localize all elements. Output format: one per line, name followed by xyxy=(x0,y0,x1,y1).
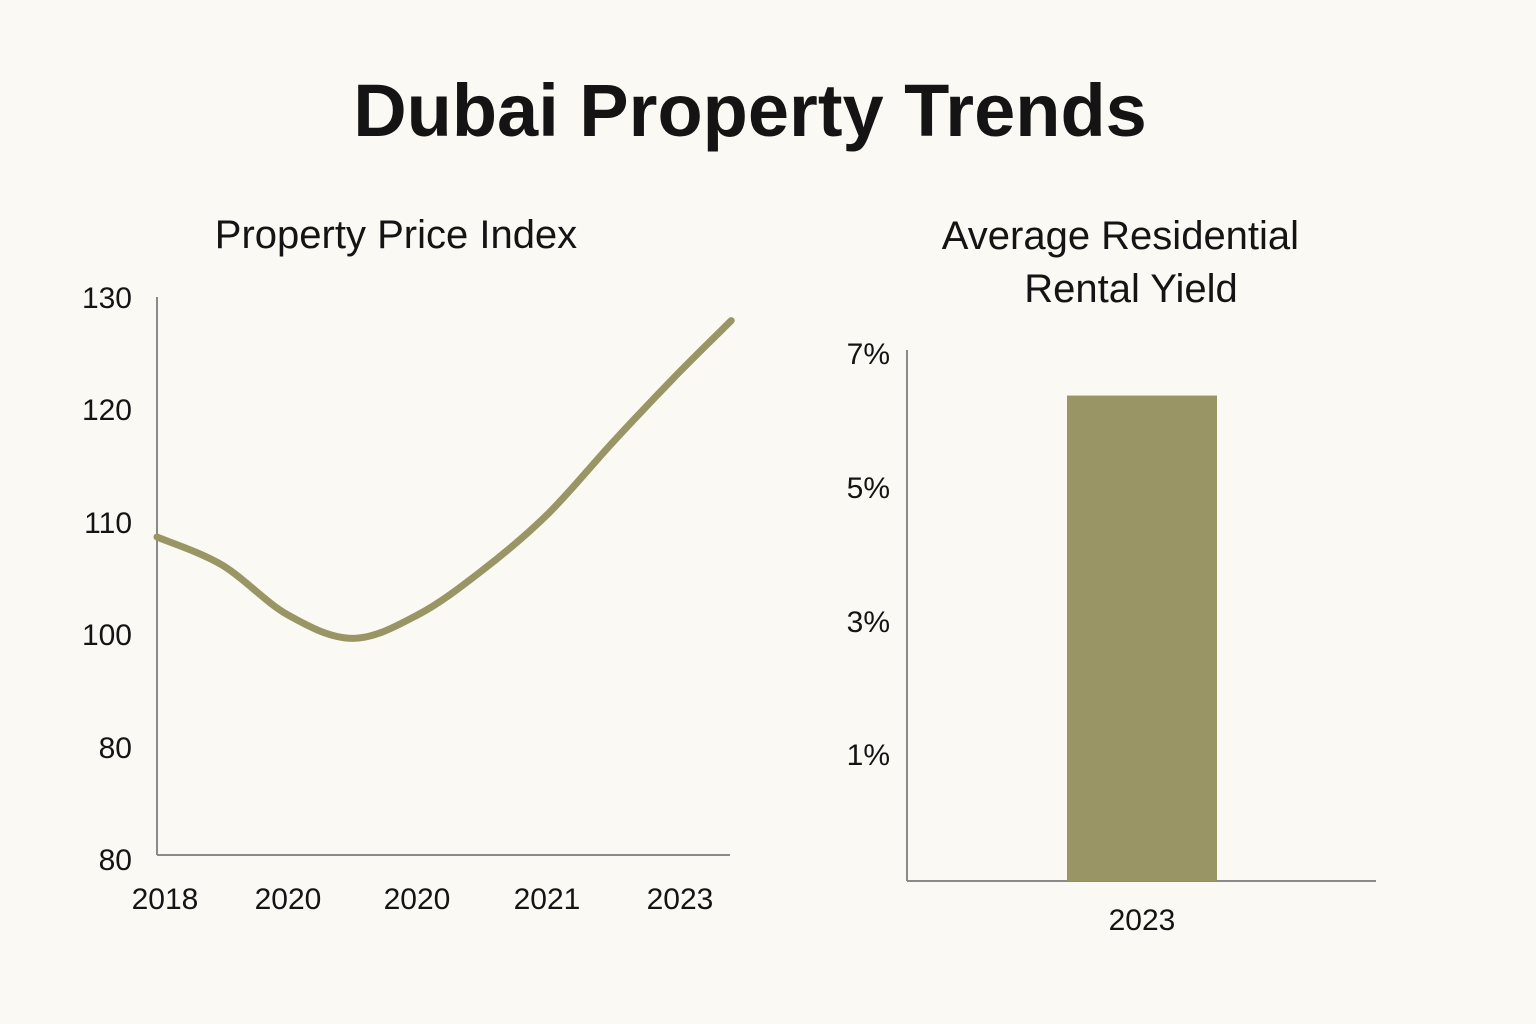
price-index-line-chart: Property Price Index 130 120 110 100 80 80 20… xyxy=(82,213,735,916)
line-y-tick-label: 130 xyxy=(82,282,132,315)
bar-y-tick-label: 7% xyxy=(847,338,890,371)
page-title: Dubai Property Trends xyxy=(353,69,1147,152)
bar-chart-title: Average Residential Rental Yield xyxy=(942,214,1310,311)
bar-chart-title-line-2: Rental Yield xyxy=(1024,267,1237,311)
line-y-tick-label: 110 xyxy=(84,507,132,540)
line-y-tick-label: 120 xyxy=(82,394,132,427)
bar-2023 xyxy=(1067,395,1217,881)
rental-yield-bar-chart: Average Residential Rental Yield 7% 5% 3% 1… xyxy=(847,214,1376,937)
line-y-tick-label: 100 xyxy=(82,619,132,652)
line-y-tick-label: 80 xyxy=(99,844,132,877)
line-chart-title: Property Price Index xyxy=(215,213,577,257)
line-x-tick-label: 2020 xyxy=(384,883,451,916)
bar-x-tick-label: 2023 xyxy=(1109,904,1176,937)
line-x-tick-label: 2023 xyxy=(647,883,714,916)
bar-y-tick-label: 1% xyxy=(847,739,890,772)
line-y-tick-label: 80 xyxy=(99,732,132,765)
line-x-tick-label: 2021 xyxy=(514,883,581,916)
price-index-series-line xyxy=(153,317,735,642)
bar-chart-title-line-1: Average Residential xyxy=(942,214,1299,258)
bar-y-tick-label: 5% xyxy=(847,472,890,505)
line-x-tick-label: 2020 xyxy=(255,883,322,916)
bar-y-tick-label: 3% xyxy=(847,606,890,639)
line-x-tick-label: 2018 xyxy=(132,883,199,916)
